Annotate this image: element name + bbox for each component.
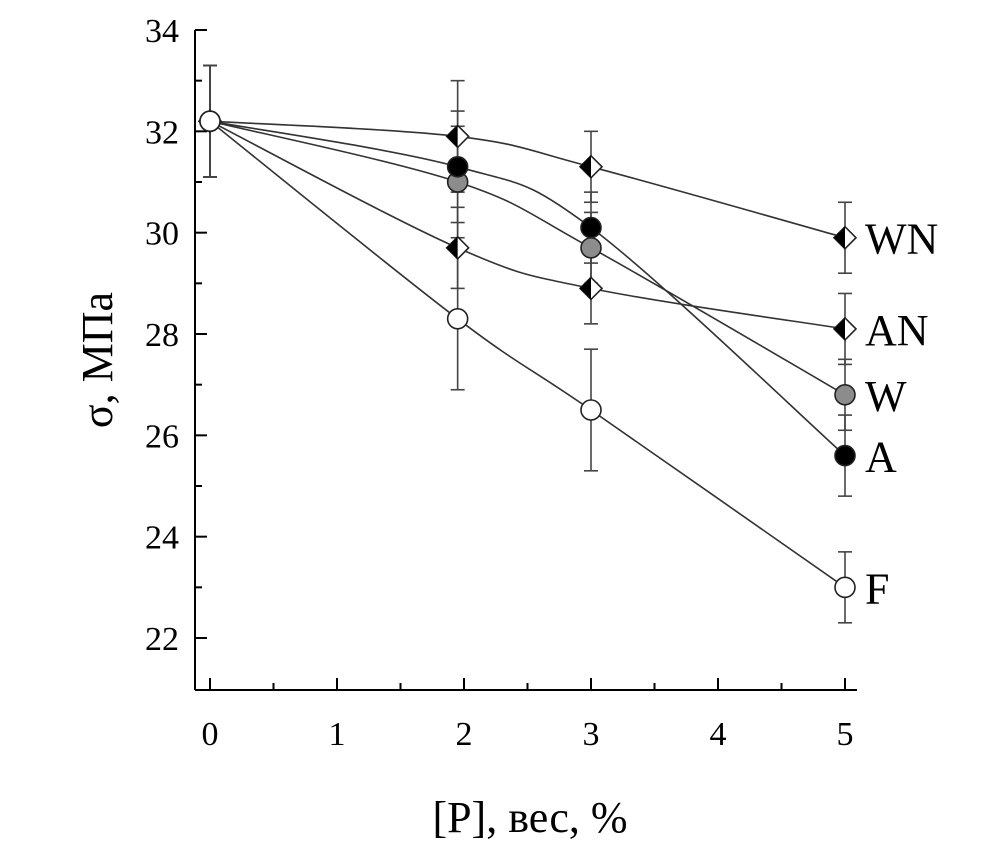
y-tick-label: 22 (145, 621, 179, 658)
y-tick-label: 30 (145, 216, 179, 253)
data-point-a (446, 156, 469, 178)
data-point-w (580, 237, 602, 259)
data-point-an (578, 276, 604, 301)
data-points (197, 109, 858, 599)
series-line-an (209, 120, 846, 330)
data-point-f (834, 576, 856, 599)
y-tick-label: 34 (145, 13, 179, 50)
series-labels: WN AN WA F (865, 215, 938, 614)
series-line-f (209, 120, 846, 588)
y-axis-title: σ, МПа (73, 292, 122, 428)
data-point-f (580, 399, 602, 421)
y-tick-label: 32 (145, 114, 179, 151)
diamond-fill (834, 226, 845, 249)
data-point-a (580, 216, 602, 239)
data-point-f (446, 307, 469, 330)
y-tick-label: 24 (145, 520, 179, 557)
series-label-a: A (865, 433, 897, 482)
series-label-f: F (865, 564, 889, 613)
x-tick-label: 0 (202, 716, 219, 753)
y-tick-label: 28 (145, 317, 179, 354)
data-point-w (834, 383, 856, 406)
series-label-w: W (865, 372, 907, 421)
data-point-an (445, 235, 470, 260)
diamond-fill (580, 155, 591, 178)
data-point-wn (445, 124, 470, 149)
series-line-wn (209, 120, 846, 239)
x-tick-label: 1 (329, 716, 346, 753)
series-label-an: AN (865, 306, 929, 355)
diamond-fill (834, 317, 845, 340)
series-line-w (209, 120, 846, 396)
data-point-an (832, 316, 858, 342)
data-point-a (834, 444, 856, 467)
series-label-wn: WN (865, 215, 938, 264)
x-axis-title: [P], вес, % (432, 793, 627, 842)
x-tick-label: 5 (837, 716, 854, 753)
series-line-a (209, 120, 846, 457)
x-tick-label: 4 (710, 716, 727, 753)
diamond-fill (446, 125, 458, 148)
data-point-wn (578, 154, 604, 179)
diamond-fill (580, 277, 591, 300)
x-tick-label: 2 (456, 716, 473, 753)
x-tick-label: 3 (583, 716, 600, 753)
y-tick-label: 26 (145, 418, 179, 455)
data-point-wn (832, 225, 858, 250)
series-lines (209, 120, 846, 588)
diamond-fill (446, 236, 458, 259)
data-point-f (199, 110, 221, 132)
